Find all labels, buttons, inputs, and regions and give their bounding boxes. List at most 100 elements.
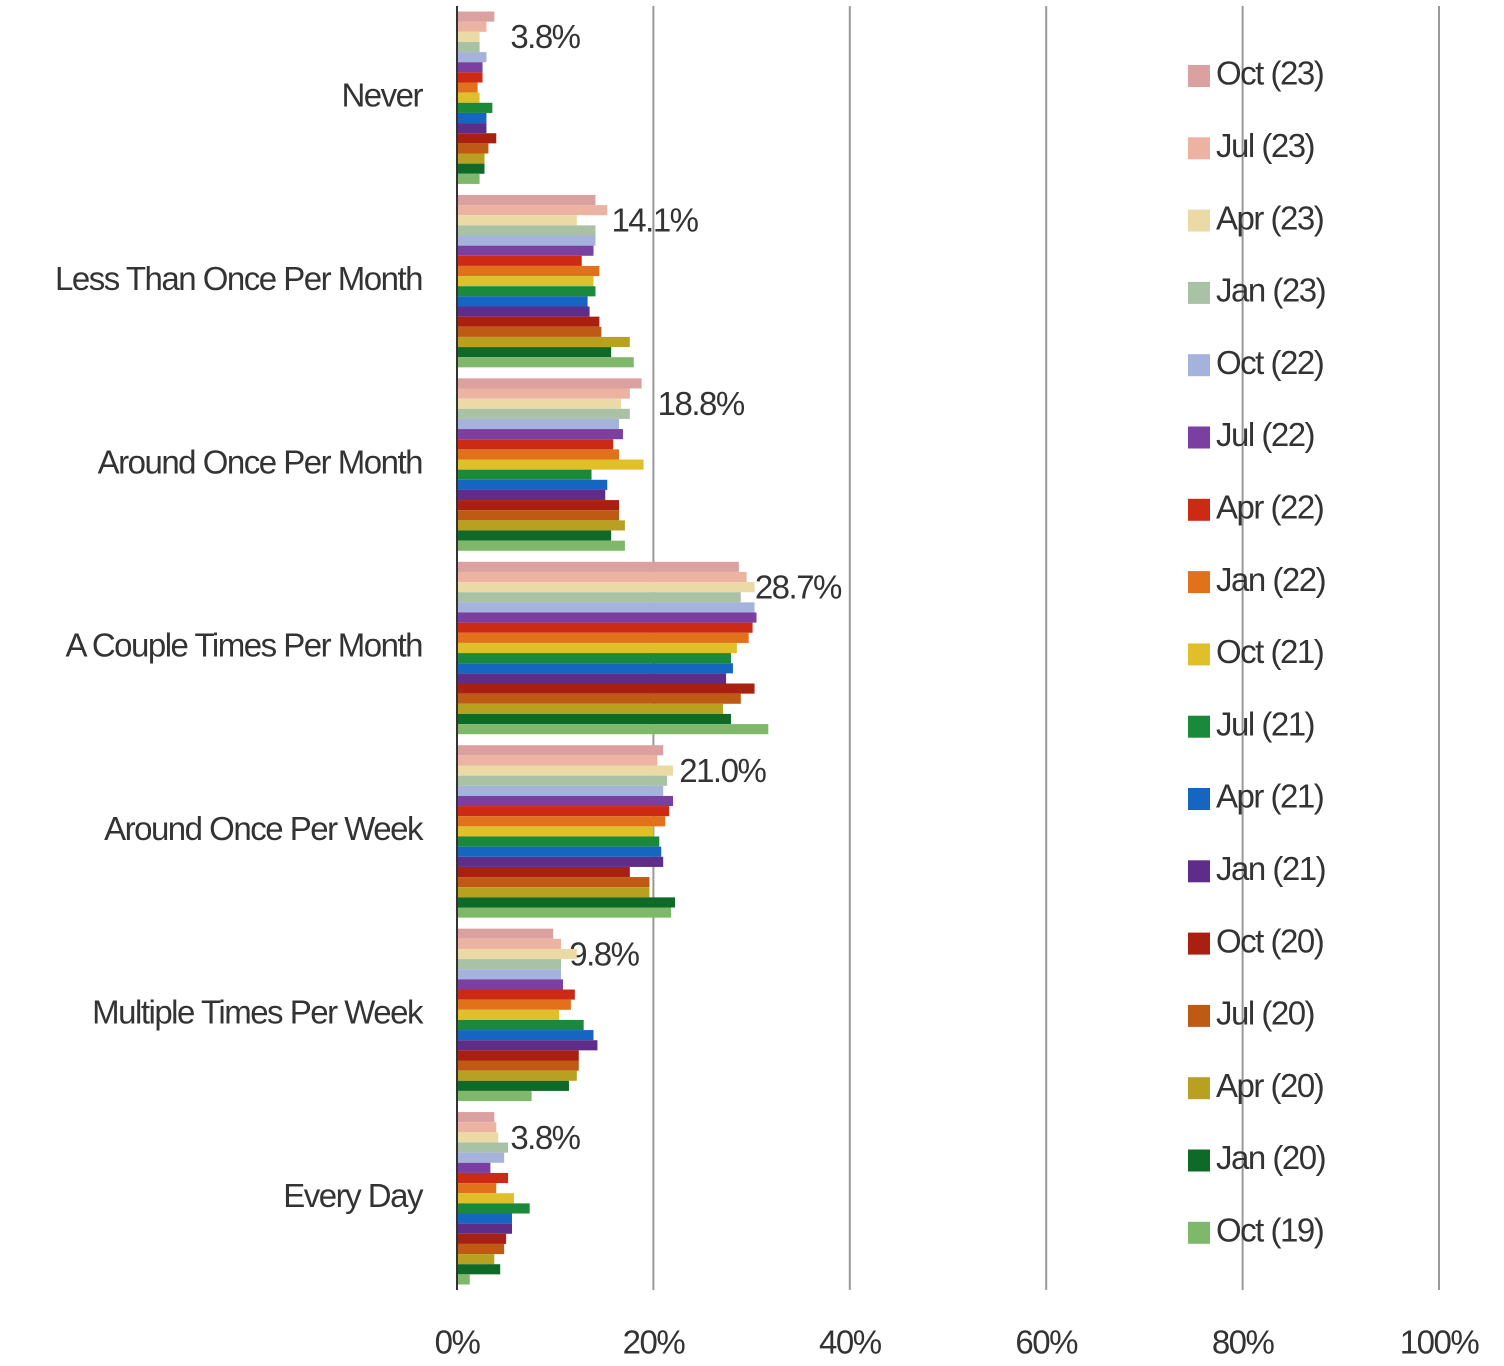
bar (457, 408, 630, 419)
data-label: 3.8% (510, 1119, 580, 1156)
bar (457, 866, 630, 878)
bar (457, 41, 480, 53)
y-tick-label: A Couple Times Per Month (65, 627, 422, 664)
bar (457, 215, 577, 226)
bar (457, 225, 596, 236)
bar (457, 1060, 579, 1071)
bar (457, 205, 608, 216)
bar (457, 429, 623, 440)
bar (457, 1152, 505, 1163)
legend-label: Jul (21) (1216, 705, 1314, 742)
bar (457, 1264, 501, 1275)
legend-swatch (1188, 209, 1210, 232)
bar (457, 530, 612, 541)
bar (457, 1090, 532, 1102)
bar (457, 72, 483, 83)
x-tick-label: 0% (435, 1324, 481, 1361)
bar (457, 632, 749, 643)
bar (457, 398, 621, 409)
legend-label: Jul (23) (1216, 127, 1314, 164)
bar (457, 846, 662, 857)
legend-label: Jul (20) (1216, 995, 1314, 1032)
legend-label: Jan (21) (1216, 850, 1325, 887)
legend-label: Jan (23) (1216, 272, 1325, 309)
legend-swatch (1188, 715, 1210, 738)
bar (457, 959, 562, 970)
bar (457, 82, 478, 93)
legend-swatch (1188, 65, 1210, 87)
bar (457, 286, 596, 297)
bar (457, 907, 672, 918)
legend-label: Oct (23) (1216, 55, 1323, 92)
legend-label: Oct (20) (1216, 922, 1323, 959)
x-tick-label: 60% (1015, 1324, 1078, 1361)
x-tick-label: 80% (1212, 1324, 1275, 1361)
legend-swatch (1188, 281, 1210, 304)
bar (457, 540, 625, 551)
bar (457, 836, 660, 847)
data-label: 3.8% (510, 18, 580, 55)
legend-label: Jan (22) (1216, 561, 1325, 598)
bar (457, 948, 577, 960)
y-tick-label: Less Than Once Per Month (55, 260, 422, 297)
bar (457, 1243, 505, 1255)
legend-swatch (1188, 354, 1210, 377)
data-label: 14.1% (611, 202, 698, 239)
legend-label: Jul (22) (1216, 416, 1314, 453)
bar (457, 1213, 512, 1224)
bar (457, 336, 630, 348)
bar (457, 1080, 569, 1091)
bar (457, 1112, 495, 1123)
bar (457, 969, 562, 980)
bar (457, 21, 487, 32)
bar (457, 1142, 509, 1153)
y-tick-label: Around Once Per Month (98, 443, 423, 480)
legend-swatch (1188, 1149, 1210, 1172)
legend-swatch (1188, 426, 1210, 449)
y-tick-label: Around Once Per Week (104, 810, 424, 847)
bar (457, 642, 737, 654)
data-label: 28.7% (755, 569, 842, 606)
bar (457, 489, 606, 501)
legend-label: Apr (23) (1216, 199, 1323, 236)
bar (457, 856, 664, 867)
bar (457, 887, 650, 898)
bar (457, 683, 755, 694)
bar (457, 510, 620, 521)
bar (457, 806, 670, 817)
bar (457, 1193, 514, 1204)
bar (457, 775, 668, 786)
bar (457, 306, 590, 317)
data-label: 18.8% (658, 385, 745, 422)
legend-label: Apr (22) (1216, 489, 1323, 526)
bar (457, 724, 769, 735)
bar (457, 897, 676, 908)
bar (457, 816, 666, 827)
bar (457, 500, 620, 511)
legend-swatch (1188, 498, 1210, 521)
legend-label: Oct (22) (1216, 344, 1323, 381)
data-label: 9.8% (569, 935, 639, 972)
bar (457, 31, 480, 42)
bar (457, 795, 674, 807)
bar (457, 163, 485, 174)
bar (457, 102, 493, 113)
bar (457, 1183, 497, 1194)
bar (457, 439, 614, 450)
bar (457, 194, 596, 206)
bar (457, 173, 480, 184)
bar (457, 123, 487, 134)
legend-swatch (1188, 860, 1210, 883)
bar (457, 826, 654, 837)
bar (457, 592, 741, 603)
data-label: 21.0% (679, 752, 766, 789)
bar (457, 1070, 577, 1081)
bar (457, 1254, 495, 1265)
bar (457, 357, 634, 368)
bar (457, 561, 739, 572)
bar (457, 1223, 512, 1234)
legend-swatch (1188, 1221, 1210, 1244)
bar (457, 713, 731, 725)
bar (457, 265, 600, 277)
